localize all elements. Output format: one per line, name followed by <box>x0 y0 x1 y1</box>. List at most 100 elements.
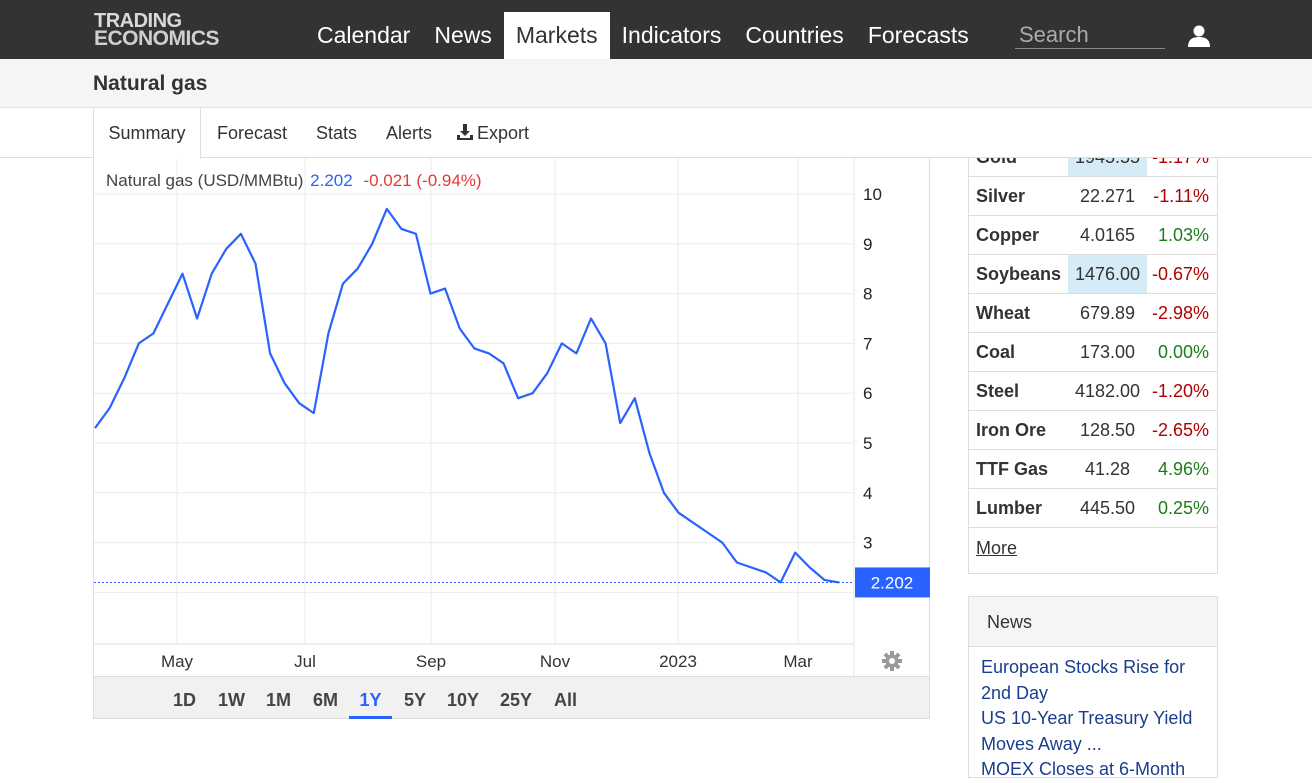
y-tick-label: 7 <box>863 334 872 353</box>
x-tick-label: Sep <box>416 652 446 671</box>
main-nav: Calendar News Markets Indicators Countri… <box>305 12 981 59</box>
site-logo[interactable]: TRADING ECONOMICS <box>94 13 219 47</box>
commodity-row[interactable]: Lumber 445.50 0.25% <box>969 489 1217 528</box>
commodity-name[interactable]: Wheat <box>976 303 1030 324</box>
commodity-row[interactable]: Steel 4182.00-1.20% <box>969 372 1217 411</box>
user-icon[interactable] <box>1187 25 1211 47</box>
x-tick-label: Nov <box>540 652 571 671</box>
nav-calendar[interactable]: Calendar <box>305 12 422 59</box>
commodity-change: 1.03% <box>1158 225 1209 246</box>
nav-markets[interactable]: Markets <box>504 12 610 59</box>
legend-series-name: Natural gas (USD/MMBtu) <box>106 171 303 190</box>
commodity-name[interactable]: TTF Gas <box>976 459 1048 480</box>
range-5y[interactable]: 5Y <box>404 677 426 719</box>
x-tick-label: Jul <box>294 652 316 671</box>
y-tick-label: 5 <box>863 434 872 453</box>
range-1w[interactable]: 1W <box>218 677 245 719</box>
search-input[interactable] <box>1015 21 1165 49</box>
commodity-change: 0.00% <box>1158 342 1209 363</box>
commodity-row[interactable]: Silver 22.271 -1.11% <box>969 177 1217 216</box>
commodity-name[interactable]: Copper <box>976 225 1039 246</box>
commodity-value: 445.50 <box>1068 489 1147 527</box>
commodity-row[interactable]: Wheat 679.89-2.98% <box>969 294 1217 333</box>
range-1d[interactable]: 1D <box>173 677 196 719</box>
settings-gear-icon[interactable] <box>882 651 902 671</box>
news-panel: News European Stocks Rise for 2nd Day US… <box>968 596 1218 778</box>
more-row: More <box>969 528 1217 573</box>
x-tick-label: Mar <box>783 652 813 671</box>
range-25y[interactable]: 25Y <box>500 677 532 719</box>
commodity-value: 4182.00 <box>1068 372 1147 410</box>
commodity-value: 41.28 <box>1068 450 1147 488</box>
price-chart[interactable]: 10 9 8 7 6 5 4 3 May Jul Sep Nov 2023 Mar 2.202 <box>94 158 931 676</box>
commodity-change: 4.96% <box>1158 459 1209 480</box>
x-tick-label: 2023 <box>659 652 697 671</box>
chart-legend: Natural gas (USD/MMBtu) 2.202 -0.021 (-0… <box>106 171 482 191</box>
top-navbar: TRADING ECONOMICS Calendar News Markets … <box>0 0 1312 59</box>
commodity-change: -1.20% <box>1152 381 1209 402</box>
commodity-value: 22.271 <box>1068 177 1147 215</box>
more-link[interactable]: More <box>976 538 1017 559</box>
nav-countries[interactable]: Countries <box>733 12 855 59</box>
commodity-name[interactable]: Lumber <box>976 498 1042 519</box>
commodity-name[interactable]: Silver <box>976 186 1025 207</box>
news-title: News <box>969 597 1217 647</box>
commodities-table: Gold1945.55-1.17%Silver22.271-1.11%Coppe… <box>968 138 1218 574</box>
news-item[interactable]: MOEX Closes at 6-Month <box>981 757 1205 783</box>
range-selector: 1D 1W 1M 6M 1Y 5Y 10Y 25Y All <box>94 676 929 718</box>
tab-export[interactable]: Export <box>456 108 529 158</box>
download-icon <box>456 123 474 141</box>
y-tick-label: 10 <box>863 185 882 204</box>
news-list: European Stocks Rise for 2nd Day US 10-Y… <box>969 647 1217 783</box>
commodity-change: -0.67% <box>1152 264 1209 285</box>
commodity-change: -2.65% <box>1152 420 1209 441</box>
tab-stats[interactable]: Stats <box>316 108 357 158</box>
commodity-row[interactable]: Soybeans 1476.00-0.67% <box>969 255 1217 294</box>
commodity-name[interactable]: Steel <box>976 381 1019 402</box>
tab-alerts[interactable]: Alerts <box>386 108 432 158</box>
range-1m[interactable]: 1M <box>266 677 291 719</box>
news-item[interactable]: European Stocks Rise for 2nd Day <box>981 655 1205 706</box>
x-tick-label: May <box>161 652 194 671</box>
commodity-row[interactable]: Iron Ore 128.50-2.65% <box>969 411 1217 450</box>
commodity-value: 679.89 <box>1068 294 1147 332</box>
tab-bar: Summary Forecast Stats Alerts Export <box>0 108 1312 158</box>
commodity-row[interactable]: Copper 4.0165 1.03% <box>969 216 1217 255</box>
y-tick-label: 9 <box>863 235 872 254</box>
y-tick-label: 4 <box>863 484 872 503</box>
nav-indicators[interactable]: Indicators <box>610 12 734 59</box>
legend-price: 2.202 <box>310 171 353 190</box>
range-10y[interactable]: 10Y <box>447 677 479 719</box>
commodity-row[interactable]: Coal 173.00 0.00% <box>969 333 1217 372</box>
y-tick-label: 3 <box>863 534 872 553</box>
last-price-label: 2.202 <box>871 573 914 592</box>
commodity-name[interactable]: Soybeans <box>976 264 1061 285</box>
commodity-value: 4.0165 <box>1068 216 1147 254</box>
tab-summary[interactable]: Summary <box>93 108 201 159</box>
commodity-change: -2.98% <box>1152 303 1209 324</box>
legend-change: -0.021 (-0.94%) <box>363 171 481 190</box>
range-1y[interactable]: 1Y <box>349 677 392 719</box>
page-title: Natural gas <box>93 72 207 96</box>
commodity-change: 0.25% <box>1158 498 1209 519</box>
commodity-name[interactable]: Coal <box>976 342 1015 363</box>
nav-news[interactable]: News <box>422 12 504 59</box>
title-bar: Natural gas <box>0 59 1312 108</box>
tab-forecast[interactable]: Forecast <box>217 108 287 158</box>
commodity-change: -1.11% <box>1153 186 1209 207</box>
y-tick-label: 8 <box>863 285 872 304</box>
price-line <box>95 209 839 583</box>
commodity-value: 128.50 <box>1068 411 1147 449</box>
tab-export-label: Export <box>477 123 529 143</box>
commodity-value: 173.00 <box>1068 333 1147 371</box>
chart-card: 10 9 8 7 6 5 4 3 May Jul Sep Nov 2023 Mar 2.202 Natura… <box>93 158 930 719</box>
y-tick-label: 6 <box>863 384 872 403</box>
commodity-row[interactable]: TTF Gas 41.28 4.96% <box>969 450 1217 489</box>
logo-line-2: ECONOMICS <box>94 30 219 47</box>
range-all[interactable]: All <box>554 677 577 719</box>
news-item[interactable]: US 10-Year Treasury Yield Moves Away ... <box>981 706 1205 757</box>
commodity-value: 1476.00 <box>1068 255 1147 293</box>
nav-forecasts[interactable]: Forecasts <box>856 12 981 59</box>
range-6m[interactable]: 6M <box>313 677 338 719</box>
commodity-name[interactable]: Iron Ore <box>976 420 1046 441</box>
